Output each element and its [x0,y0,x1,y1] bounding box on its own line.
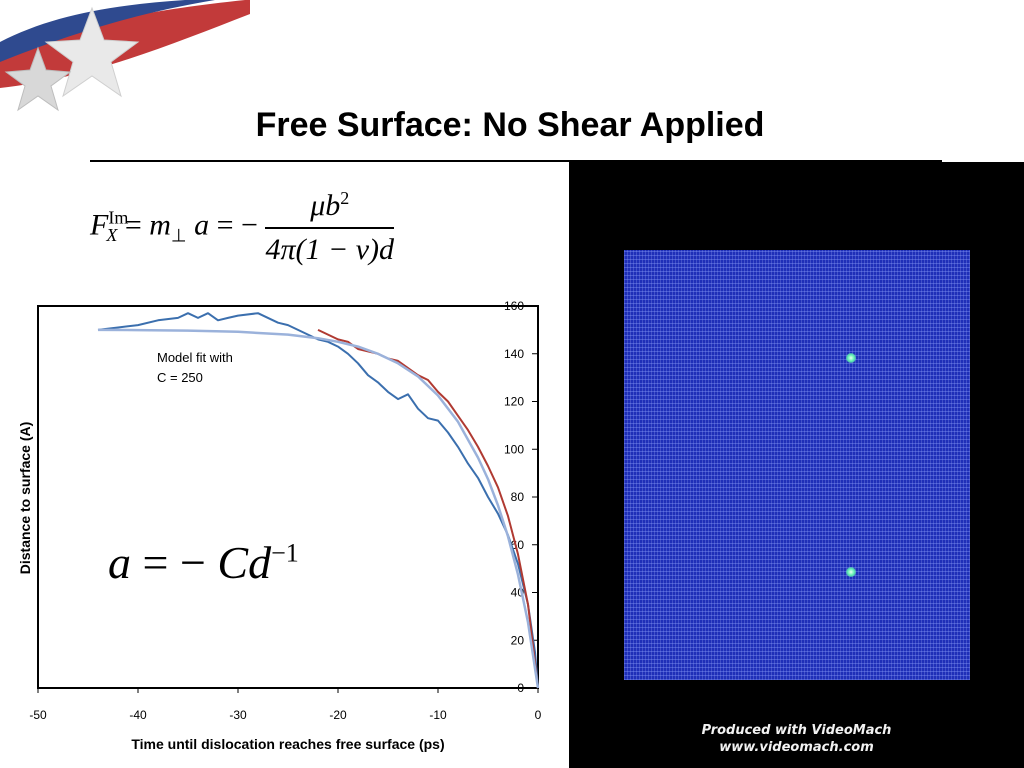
y-tick-label: 100 [504,442,524,456]
watermark-line-1: Produced with VideoMach [701,723,892,738]
fraction-denominator: 4π(1 − ν)d [265,233,395,266]
accel-rhs: Cd [217,537,272,588]
x-tick-label: -30 [229,708,247,722]
accel-equals-minus: = − [142,537,206,588]
x-tick-label: -20 [329,708,347,722]
y-tick-label: 20 [511,633,525,647]
slide-title: Free Surface: No Shear Applied [255,106,765,144]
plot-frame [37,305,539,689]
image-force-formula: FImX = m⊥ a = − μb2 4π(1 − ν)d [90,188,395,267]
y-tick-label: 80 [511,490,525,504]
x-tick-label: 0 [535,708,542,722]
force-symbol: F [90,208,109,242]
acceleration-model-formula: a = − Cd−1 [108,536,299,589]
watermark-line-2: www.videomach.com [719,740,874,755]
mass-symbol: m [149,208,171,242]
equals-sign: = [124,208,142,242]
star-logo [0,0,250,112]
title-divider [90,160,942,162]
force-subscript: X [106,225,118,246]
chart-annotation-line: Model fit with [157,350,233,365]
x-tick-label: -40 [129,708,147,722]
fraction-numerator: μb2 [265,188,395,229]
accel-rhs-exponent: −1 [271,538,299,568]
y-tick-label: 0 [517,681,524,695]
series-line-1 [97,312,539,689]
distance-time-chart: -50 -40 -30 -20 -10 0020406080100120140160Mod… [17,299,542,752]
x-axis-label: Time until dislocation reaches free surf… [131,736,444,752]
force-fraction: μb2 4π(1 − ν)d [265,188,395,267]
equals-minus-sign: = − [216,208,258,242]
y-tick-label: 120 [504,395,524,409]
y-tick-label: 160 [504,299,524,313]
x-tick-label: -10 [429,708,447,722]
accel-symbol: a [194,208,210,242]
video-watermark: Produced with VideoMach www.videomach.co… [569,722,1024,756]
series-line-3 [97,328,540,689]
x-tick-label: -50 [29,708,47,722]
accel-lhs: a [108,537,131,588]
atomic-lattice [624,250,970,680]
series-line-2 [317,328,539,689]
simulation-video-frame: Produced with VideoMach www.videomach.co… [569,162,1024,768]
dislocation-core-bottom [846,567,856,577]
y-tick-label: 140 [504,347,524,361]
dislocation-core-top [846,353,856,363]
mass-subscript: ⊥ [170,225,187,246]
chart-annotation-line: C = 250 [157,370,203,385]
y-axis-label: Distance to surface (A) [17,422,33,574]
